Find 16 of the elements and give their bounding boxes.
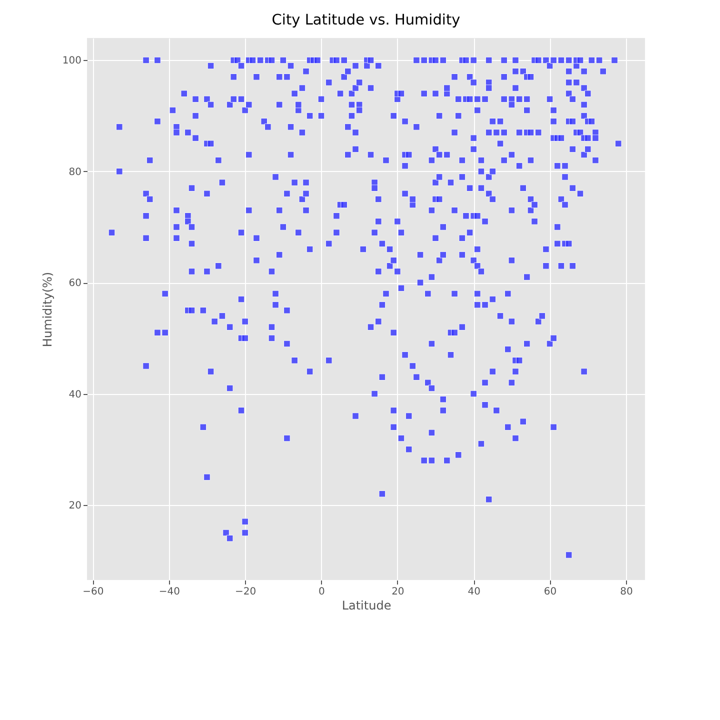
chart-title: City Latitude vs. Humidity <box>272 12 461 28</box>
y-tick-label: 40 <box>68 389 82 400</box>
x-tick-label: −40 <box>158 586 180 598</box>
y-axis-title: Humidity(%) <box>40 272 54 348</box>
x-tick-label: 60 <box>544 586 557 598</box>
x-tick-label: 40 <box>468 586 480 598</box>
x-tick-label: 80 <box>620 586 633 598</box>
y-tick-label: 80 <box>68 166 82 178</box>
x-tick-label: 0 <box>318 586 325 598</box>
x-axis-title: Latitude <box>342 598 392 612</box>
x-tick-label: −20 <box>235 586 256 598</box>
y-tick-label: 60 <box>68 278 82 290</box>
x-tick-label: −60 <box>82 586 104 598</box>
y-tick-label: 20 <box>68 500 82 512</box>
x-tick-label: 20 <box>392 586 404 598</box>
y-tick-label: 100 <box>62 56 82 67</box>
